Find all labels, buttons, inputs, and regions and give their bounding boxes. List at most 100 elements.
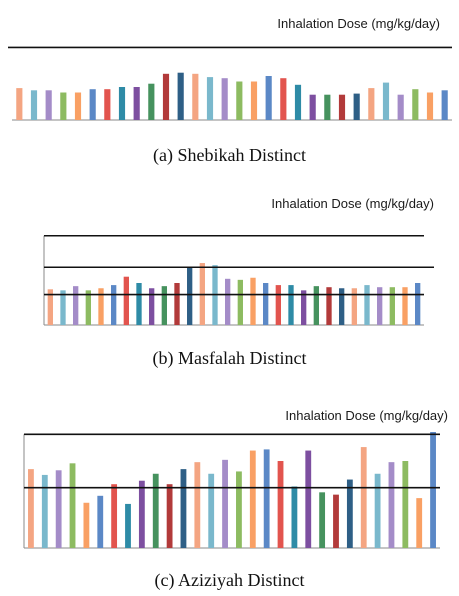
bar — [351, 288, 357, 325]
bar — [152, 473, 159, 548]
caption-a: (a) Shebikah Distinct — [153, 145, 306, 165]
bar — [83, 502, 90, 548]
bar — [221, 78, 228, 120]
bar — [47, 289, 53, 325]
bar — [305, 450, 312, 548]
chart-a: Inhalation Dose (mg/kg/day) — [8, 16, 452, 121]
bar — [177, 72, 184, 120]
bar — [416, 498, 423, 548]
bar — [162, 73, 170, 120]
bar — [389, 287, 395, 325]
bar — [73, 286, 79, 325]
bar — [30, 90, 38, 120]
bar — [174, 283, 180, 325]
bar — [319, 492, 326, 548]
bar — [313, 286, 319, 325]
bar — [206, 77, 214, 120]
bar — [430, 432, 436, 548]
bar — [280, 78, 287, 120]
bar — [111, 484, 118, 548]
bar — [125, 503, 131, 548]
bar — [98, 288, 104, 325]
bar — [309, 94, 316, 120]
bar — [161, 286, 167, 325]
bar — [333, 494, 339, 548]
bar — [338, 94, 346, 120]
bar — [60, 92, 67, 120]
bar — [360, 447, 367, 548]
bar — [85, 290, 91, 325]
bar — [346, 479, 353, 548]
bar — [326, 287, 332, 325]
bar — [426, 92, 434, 120]
chart-title: Inhalation Dose (mg/kg/day) — [277, 16, 440, 31]
bar — [275, 285, 281, 325]
bar — [402, 287, 408, 325]
bar — [69, 463, 76, 548]
bar — [192, 73, 199, 120]
bar — [388, 462, 395, 548]
bar — [138, 480, 145, 548]
bar — [104, 89, 111, 120]
bar — [374, 473, 381, 548]
bar — [265, 76, 272, 120]
bar — [294, 84, 302, 120]
bar — [97, 495, 104, 548]
bar — [412, 89, 419, 120]
bar — [55, 470, 62, 548]
bar — [60, 290, 66, 325]
bar — [301, 290, 307, 325]
bar — [136, 283, 142, 325]
bar — [194, 462, 201, 548]
bar — [277, 461, 284, 548]
chart-panel-c: Inhalation Dose (mg/kg/day) — [0, 400, 459, 560]
bar — [74, 92, 82, 120]
chart-title: Inhalation Dose (mg/kg/day) — [285, 408, 448, 423]
bar — [45, 90, 52, 120]
bar — [288, 285, 294, 325]
chart-panel-a: Inhalation Dose (mg/kg/day) — [0, 0, 459, 140]
bar — [236, 81, 243, 120]
bar — [148, 83, 155, 120]
bar — [180, 469, 187, 548]
chart-b: Inhalation Dose (mg/kg/day) — [43, 196, 434, 326]
bar — [250, 277, 256, 325]
bar — [41, 474, 48, 548]
bar — [382, 82, 390, 120]
bar — [291, 486, 298, 548]
bar — [187, 267, 193, 325]
bar — [324, 94, 331, 120]
bar — [368, 88, 375, 120]
chart-panel-b: Inhalation Dose (mg/kg/day) — [0, 185, 459, 335]
bar — [118, 87, 126, 120]
bar — [339, 288, 345, 325]
bar — [237, 279, 243, 325]
chart-c: Inhalation Dose (mg/kg/day) — [23, 408, 448, 549]
chart-title: Inhalation Dose (mg/kg/day) — [271, 196, 434, 211]
bar — [397, 94, 404, 120]
bar — [415, 283, 421, 325]
bar — [250, 81, 258, 120]
bar — [133, 87, 140, 120]
bar — [364, 285, 370, 325]
bar — [149, 288, 155, 325]
bar — [222, 459, 228, 548]
bar — [263, 283, 269, 325]
caption-c: (c) Aziziyah Distinct — [154, 570, 305, 590]
bar — [441, 90, 448, 120]
bar — [263, 449, 270, 548]
bar — [123, 276, 129, 325]
bar — [249, 450, 256, 548]
bar — [377, 287, 383, 325]
bar — [225, 278, 231, 325]
bar — [353, 93, 360, 120]
bar — [166, 484, 173, 548]
bar — [28, 469, 34, 548]
bar — [16, 88, 23, 120]
bar — [89, 89, 96, 120]
caption-b: (b) Masfalah Distinct — [152, 348, 307, 368]
bar — [402, 461, 409, 548]
bar — [208, 473, 215, 548]
bar — [236, 471, 242, 548]
bar — [111, 285, 117, 325]
